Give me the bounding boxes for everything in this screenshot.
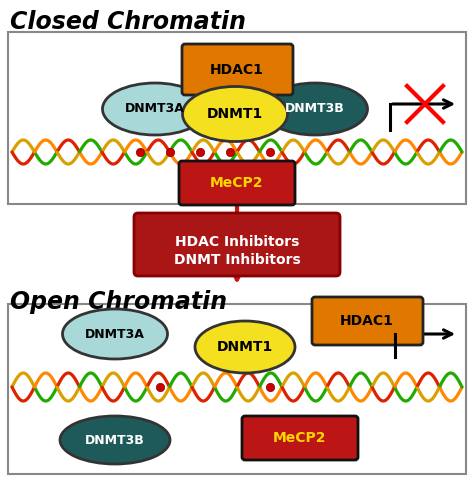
Text: MeCP2: MeCP2 xyxy=(273,431,327,445)
Text: DNMT3A: DNMT3A xyxy=(125,103,185,116)
Text: DNMT3B: DNMT3B xyxy=(85,433,145,446)
Text: DNMT1: DNMT1 xyxy=(207,107,263,121)
Ellipse shape xyxy=(195,321,295,373)
FancyBboxPatch shape xyxy=(179,161,295,205)
FancyBboxPatch shape xyxy=(312,297,423,345)
FancyBboxPatch shape xyxy=(242,416,358,460)
Ellipse shape xyxy=(102,83,208,135)
Ellipse shape xyxy=(263,83,367,135)
Text: MeCP2: MeCP2 xyxy=(210,176,264,190)
FancyBboxPatch shape xyxy=(182,44,293,95)
Text: HDAC1: HDAC1 xyxy=(210,63,264,77)
Text: DNMT1: DNMT1 xyxy=(217,340,273,354)
Text: DNMT Inhibitors: DNMT Inhibitors xyxy=(173,253,301,267)
FancyBboxPatch shape xyxy=(134,213,340,276)
Ellipse shape xyxy=(63,309,167,359)
Text: DNMT3B: DNMT3B xyxy=(285,103,345,116)
FancyBboxPatch shape xyxy=(8,304,466,474)
FancyBboxPatch shape xyxy=(8,32,466,204)
Ellipse shape xyxy=(60,416,170,464)
Text: Closed Chromatin: Closed Chromatin xyxy=(10,10,246,34)
Text: DNMT3A: DNMT3A xyxy=(85,327,145,340)
Text: HDAC1: HDAC1 xyxy=(340,314,394,328)
Text: HDAC Inhibitors: HDAC Inhibitors xyxy=(175,235,299,249)
Text: Open Chromatin: Open Chromatin xyxy=(10,290,227,314)
Ellipse shape xyxy=(182,86,288,142)
